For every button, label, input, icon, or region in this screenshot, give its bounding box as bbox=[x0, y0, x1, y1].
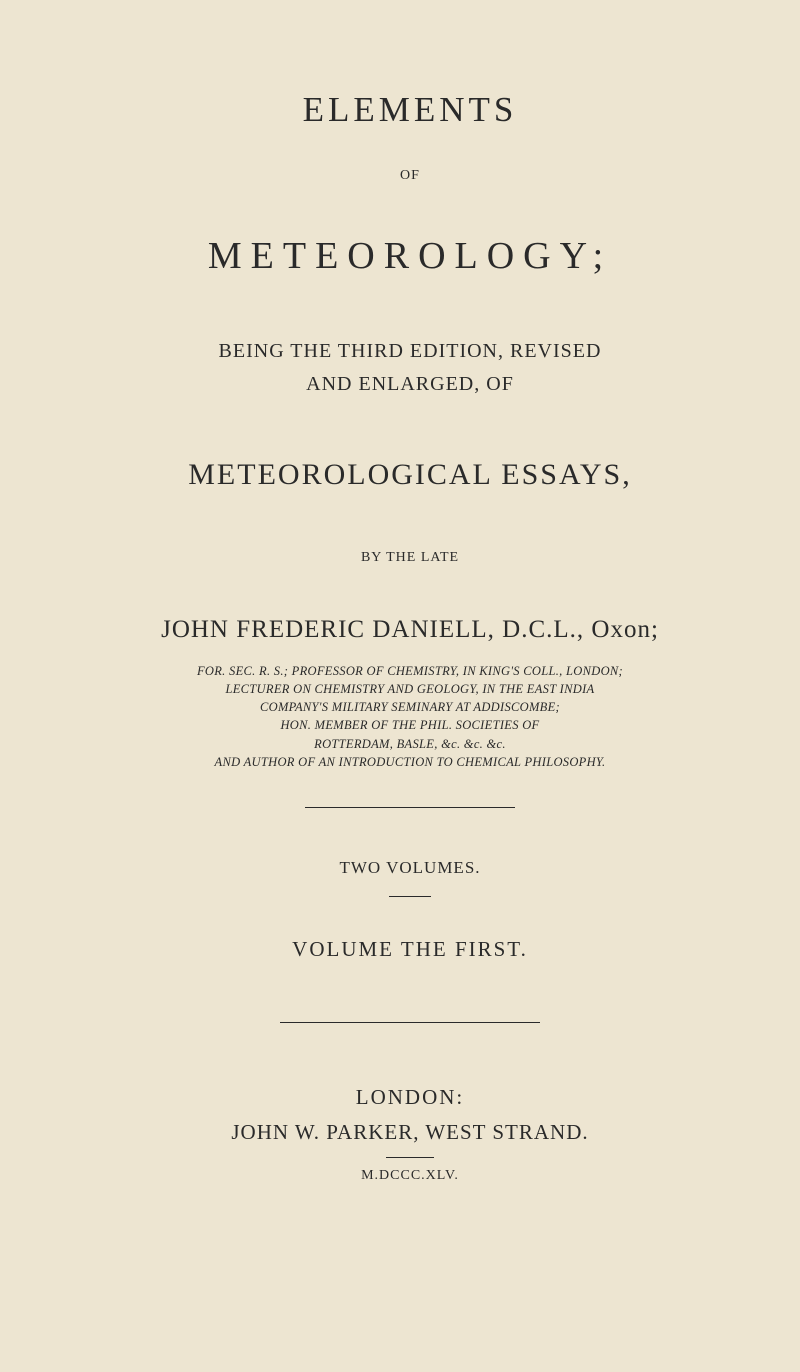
two-volumes: TWO VOLUMES. bbox=[339, 858, 480, 878]
title-page: ELEMENTS OF METEOROLOGY; BEING THE THIRD… bbox=[120, 90, 700, 1312]
horizontal-rule bbox=[280, 1022, 540, 1023]
horizontal-rule bbox=[305, 807, 515, 808]
volume-first: VOLUME THE FIRST. bbox=[292, 937, 528, 962]
by-the-late: BY THE LATE bbox=[361, 550, 459, 566]
edition-line-2: AND ENLARGED, OF bbox=[219, 373, 602, 396]
subject-title: METEOROLOGY; bbox=[208, 234, 612, 278]
credential-line: LECTURER ON CHEMISTRY AND GEOLOGY, IN TH… bbox=[197, 680, 623, 698]
credential-line: AND AUTHOR OF AN INTRODUCTION TO CHEMICA… bbox=[197, 753, 623, 771]
imprint-city: LONDON: bbox=[356, 1085, 465, 1110]
author-line: JOHN FREDERIC DANIELL, D.C.L., Oxon; bbox=[161, 616, 659, 644]
of-label: OF bbox=[400, 168, 420, 184]
author-credentials: FOR. SEC. R. S.; PROFESSOR OF CHEMISTRY,… bbox=[197, 662, 623, 771]
credential-line: FOR. SEC. R. S.; PROFESSOR OF CHEMISTRY,… bbox=[197, 662, 623, 680]
credential-line: HON. MEMBER OF THE PHIL. SOCIETIES OF bbox=[197, 716, 623, 734]
imprint-publisher: JOHN W. PARKER, WEST STRAND. bbox=[231, 1120, 588, 1145]
main-title: ELEMENTS bbox=[303, 90, 518, 130]
edition-block: BEING THE THIRD EDITION, REVISED AND ENL… bbox=[219, 340, 602, 396]
credential-line: COMPANY'S MILITARY SEMINARY AT ADDISCOMB… bbox=[197, 698, 623, 716]
credential-line: ROTTERDAM, BASLE, &c. &c. &c. bbox=[197, 735, 623, 753]
imprint-year: M.DCCC.XLV. bbox=[361, 1168, 459, 1184]
essays-title: METEOROLOGICAL ESSAYS, bbox=[188, 458, 631, 492]
horizontal-rule-small bbox=[386, 1157, 434, 1158]
horizontal-rule-small bbox=[389, 896, 431, 897]
edition-line-1: BEING THE THIRD EDITION, REVISED bbox=[219, 340, 602, 363]
